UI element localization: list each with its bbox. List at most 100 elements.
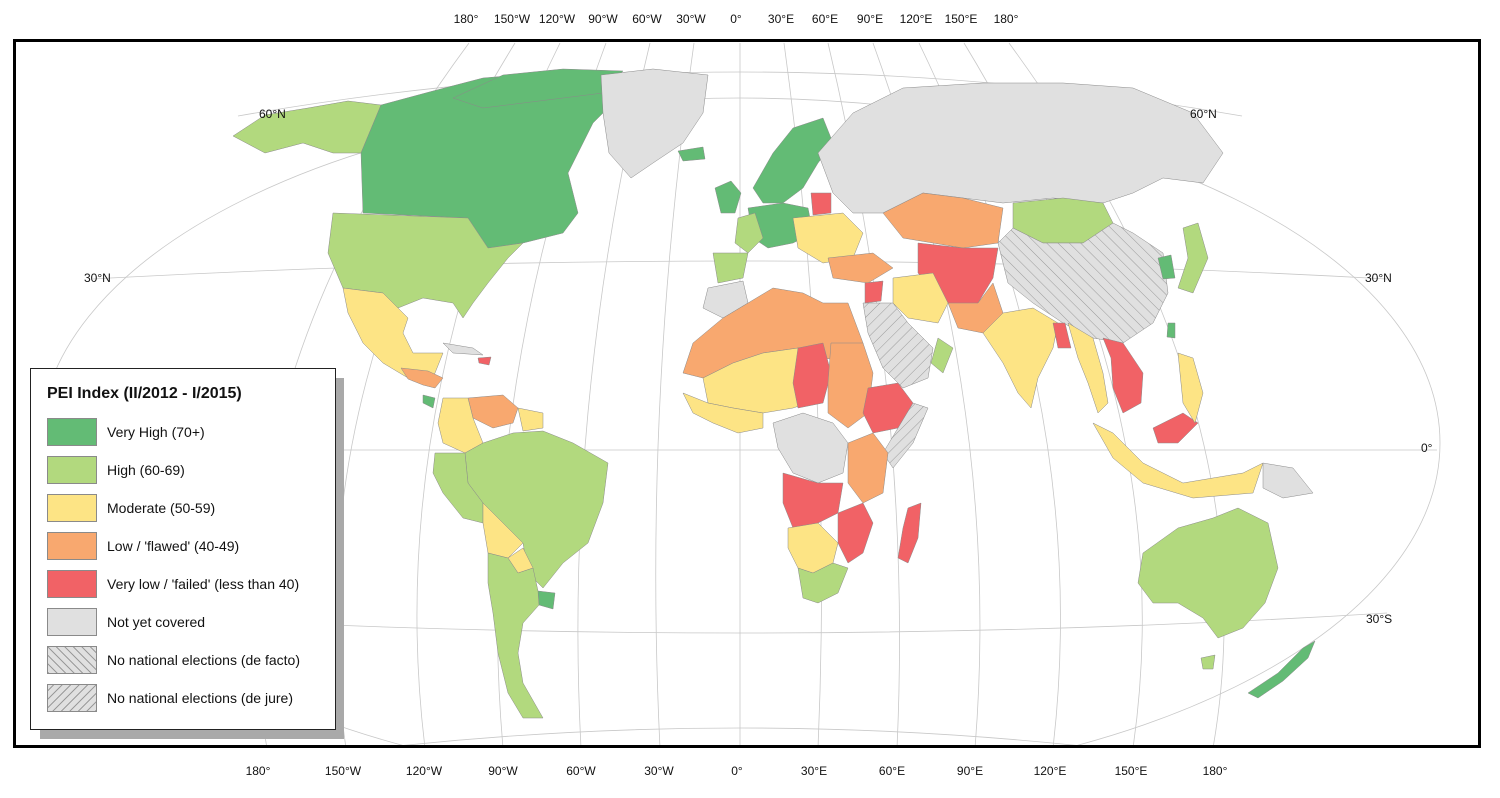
legend-label: Moderate (50-59): [107, 500, 216, 516]
legend-swatch: [47, 646, 97, 674]
lon-label: 150°W: [324, 764, 362, 778]
lon-label: 0°: [730, 12, 742, 26]
lon-label: 150°E: [1114, 764, 1148, 778]
region-haiti: [477, 356, 492, 366]
region-japan: [1177, 222, 1209, 294]
region-greenland: [600, 68, 709, 179]
region-iceland: [677, 146, 706, 162]
region-bangladesh: [1052, 322, 1072, 349]
region-uruguay: [537, 590, 556, 610]
meridian: [655, 42, 695, 745]
region-france: [734, 212, 764, 254]
lat-label: 30°N: [1365, 271, 1392, 285]
region-belarus: [810, 192, 832, 216]
region-philippines: [1177, 352, 1204, 424]
legend-item: Very low / 'failed' (less than 40): [47, 565, 321, 603]
legend-label: Low / 'flawed' (40-49): [107, 538, 240, 554]
legend-item: Moderate (50-59): [47, 489, 321, 527]
region-taiwan: [1166, 322, 1176, 339]
lat-label: 30°S: [1366, 612, 1393, 626]
lat-label: 0°: [1421, 441, 1433, 455]
legend-item: Low / 'flawed' (40-49): [47, 527, 321, 565]
legend-swatch: [47, 608, 97, 636]
region-tasmania: [1200, 654, 1216, 670]
legend-label: No national elections (de jure): [107, 690, 293, 706]
legend-item: No national elections (de facto): [47, 641, 321, 679]
legend-item: High (60-69): [47, 451, 321, 489]
lon-label: 30°E: [800, 764, 828, 778]
legend-item: Not yet covered: [47, 603, 321, 641]
region-south-africa: [797, 562, 849, 604]
region-argentina-chile: [487, 552, 544, 719]
lon-label: 30°E: [767, 12, 795, 26]
lon-label: 60°W: [632, 12, 662, 26]
lon-label: 150°W: [493, 12, 531, 26]
legend-title: PEI Index (II/2012 - I/2015): [47, 385, 242, 402]
legend-label: Very low / 'failed' (less than 40): [107, 576, 300, 592]
legend-items: Very High (70+) High (60-69) Moderate (50-…: [47, 413, 321, 717]
lon-label: 120°W: [405, 764, 443, 778]
lon-label: 120°W: [538, 12, 576, 26]
lon-label: 60°W: [566, 764, 596, 778]
lon-label: 90°W: [488, 764, 518, 778]
region-east-africa: [847, 432, 889, 504]
region-indochina: [1102, 337, 1144, 414]
legend-swatch: [47, 532, 97, 560]
region-sudan: [827, 342, 874, 429]
lon-label: 0°: [731, 764, 743, 778]
legend-swatch: [47, 494, 97, 522]
region-mozambique: [837, 502, 874, 564]
lon-label: 150°E: [944, 12, 978, 26]
region-west-africa: [682, 392, 764, 434]
region-central-america: [400, 367, 444, 389]
region-oman: [930, 337, 954, 374]
region-guianas: [517, 407, 544, 432]
legend-label: Not yet covered: [107, 614, 206, 630]
lon-label: 180°: [453, 12, 479, 26]
legend: PEI Index (II/2012 - I/2015) Very High (…: [30, 368, 336, 730]
region-madagascar: [897, 502, 922, 564]
region-south-korea: [1157, 254, 1176, 280]
region-australia: [1137, 507, 1279, 639]
region-arabia: [862, 302, 934, 389]
lon-label: 120°E: [899, 12, 933, 26]
legend-swatch: [47, 684, 97, 712]
region-iberia: [712, 252, 749, 284]
region-drc-south: [782, 472, 844, 529]
legend-swatch: [47, 570, 97, 598]
lon-label: 60°E: [811, 12, 839, 26]
region-russia: [817, 82, 1224, 214]
region-papua-new-guinea: [1262, 462, 1314, 499]
region-alaska: [232, 100, 382, 154]
lon-label: 60°E: [878, 764, 906, 778]
countries: [232, 68, 1316, 719]
region-myanmar-thailand: [1067, 322, 1109, 414]
lat-label: 60°N: [1190, 107, 1217, 121]
legend-label: Very High (70+): [107, 424, 205, 440]
legend-label: High (60-69): [107, 462, 185, 478]
lat-label: 60°N: [259, 107, 286, 121]
lon-label: 180°: [1202, 764, 1228, 778]
lon-label: 180°: [993, 12, 1019, 26]
legend-swatch: [47, 456, 97, 484]
legend-item: Very High (70+): [47, 413, 321, 451]
region-syria: [864, 280, 884, 304]
lon-label: 90°E: [956, 764, 984, 778]
lon-label: 90°E: [856, 12, 884, 26]
legend-swatch: [47, 418, 97, 446]
region-malaysia: [1152, 412, 1199, 444]
region-mexico: [342, 287, 444, 382]
region-cuba: [442, 342, 484, 356]
region-costa-rica: [422, 394, 436, 409]
region-turkey-caucasus: [827, 252, 894, 284]
world-map: [39, 42, 1441, 745]
region-india: [982, 307, 1059, 409]
lon-label: 30°W: [676, 12, 706, 26]
lon-label: 90°W: [588, 12, 618, 26]
region-chad: [792, 342, 832, 409]
lon-label: 30°W: [644, 764, 674, 778]
legend-label: No national elections (de facto): [107, 652, 300, 668]
lon-label: 180°: [245, 764, 271, 778]
region-venezuela: [467, 394, 519, 429]
region-uk-ireland: [714, 180, 742, 214]
